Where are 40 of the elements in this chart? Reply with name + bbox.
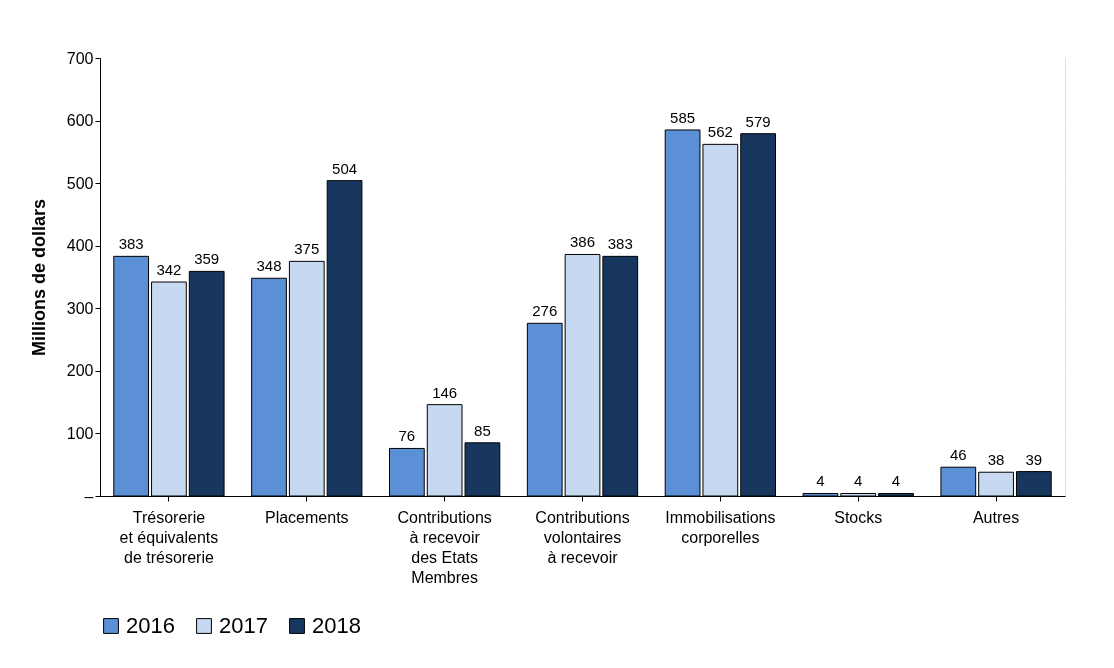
- data-label: 146: [432, 383, 458, 401]
- x-tick-label: Stocks: [834, 508, 883, 526]
- y-tick-label: 400: [66, 237, 94, 255]
- data-label: 386: [569, 233, 596, 251]
- data-label: 39: [1025, 450, 1043, 468]
- data-label: 375: [294, 240, 320, 258]
- y-tick-label: 100: [66, 424, 94, 442]
- y-tick-label: 200: [66, 362, 94, 380]
- y-tick-label: 300: [66, 299, 94, 317]
- x-tick-label: Placements: [264, 508, 349, 526]
- data-label: 4: [816, 472, 825, 490]
- data-label: 579: [745, 112, 771, 130]
- data-label: 348: [256, 257, 282, 275]
- x-tick-label: Contributions à recevoir des Etats Membres: [397, 508, 492, 586]
- legend-label: 2016: [126, 613, 175, 638]
- y-tick-label: 500: [66, 174, 94, 192]
- legend-label: 2017: [219, 613, 268, 638]
- data-label: 85: [474, 421, 491, 439]
- data-label: 46: [949, 446, 967, 464]
- y-tick-label: –: [84, 487, 94, 505]
- data-label: 585: [670, 108, 696, 126]
- data-label: 383: [118, 235, 144, 253]
- y-axis-title: Millions de dollars: [28, 198, 49, 357]
- data-label: 38: [987, 451, 1005, 469]
- data-label: 4: [891, 472, 901, 490]
- x-tick-label: Contributions volontaires à recevoir: [535, 508, 630, 566]
- data-label: 342: [156, 261, 182, 279]
- data-label: 504: [332, 159, 358, 177]
- y-tick-label: 600: [66, 112, 94, 130]
- x-tick-label: Immobilisations corporelles: [665, 508, 776, 546]
- x-tick-label: Autres: [972, 508, 1020, 526]
- x-tick-label: Trésorerie et équivalents de trésorerie: [119, 508, 219, 566]
- data-label: 76: [398, 427, 416, 445]
- data-label: 359: [194, 250, 220, 268]
- data-label: 383: [607, 235, 633, 253]
- data-label: 276: [532, 302, 558, 320]
- y-tick-label: 700: [66, 49, 94, 67]
- data-label: 562: [707, 123, 733, 141]
- data-label: 4: [854, 472, 863, 490]
- legend-label: 2018: [312, 613, 361, 638]
